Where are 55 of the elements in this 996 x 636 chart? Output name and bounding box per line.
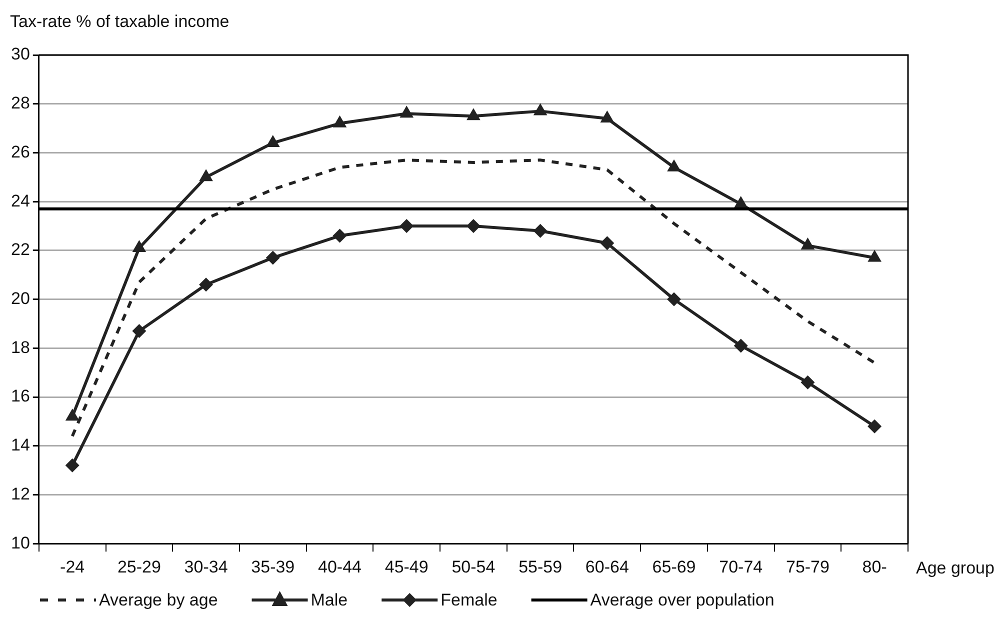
point	[868, 419, 882, 434]
y-tick-label: 22	[10, 240, 30, 260]
point	[132, 240, 146, 252]
legend-label: Male	[310, 590, 348, 610]
point	[332, 115, 347, 128]
point	[400, 106, 414, 118]
point	[800, 238, 815, 250]
point	[533, 224, 548, 238]
point	[600, 110, 614, 123]
legend-label: Female	[440, 590, 498, 610]
point	[466, 219, 480, 234]
point	[734, 338, 748, 353]
x-tick-label: 25-29	[117, 557, 161, 576]
x-tick-label: 35-39	[251, 557, 295, 576]
y-tick-label: 24	[10, 191, 30, 210]
x-tick-label: 50-54	[452, 557, 496, 576]
point	[600, 236, 614, 250]
x-tick-label: 30-34	[184, 557, 228, 576]
point	[667, 292, 682, 306]
y-tick-label: 28	[10, 94, 30, 113]
point	[400, 219, 414, 234]
legend-label: Average over population	[590, 590, 774, 610]
point	[132, 324, 146, 338]
point	[65, 458, 80, 472]
x-tick-label: 45-49	[384, 557, 428, 576]
point	[466, 108, 480, 120]
point	[266, 250, 280, 265]
y-tick-label: 16	[10, 386, 30, 406]
y-tick-label: 20	[10, 288, 30, 308]
point	[332, 228, 347, 243]
point	[266, 134, 280, 147]
x-tick-label: 55-59	[518, 557, 562, 576]
point	[734, 196, 748, 208]
y-tick-label: 14	[10, 436, 30, 455]
point	[533, 103, 548, 116]
point	[800, 375, 815, 390]
x-tick-label: 65-69	[652, 557, 696, 576]
legend-label: Average by age	[99, 590, 218, 610]
y-tick-label: 18	[10, 338, 30, 357]
point	[667, 159, 681, 172]
x-tick-label: 75-79	[786, 557, 830, 576]
point	[199, 278, 214, 292]
x-axis-title: Age group	[916, 558, 994, 578]
x-tick-label: 60-64	[585, 557, 629, 576]
y-tick-label: 26	[10, 142, 30, 162]
x-tick-label: 80-	[862, 557, 887, 576]
x-tick-label: 70-74	[719, 557, 763, 576]
x-tick-label: -24	[60, 557, 85, 576]
point	[199, 169, 213, 182]
y-tick-label: 10	[10, 533, 30, 552]
y-tick-label: 30	[10, 44, 30, 64]
y-axis-title: Tax-rate % of taxable income	[10, 12, 230, 31]
point	[868, 250, 882, 262]
x-tick-label: 40-44	[318, 557, 362, 576]
y-tick-label: 12	[10, 484, 30, 504]
